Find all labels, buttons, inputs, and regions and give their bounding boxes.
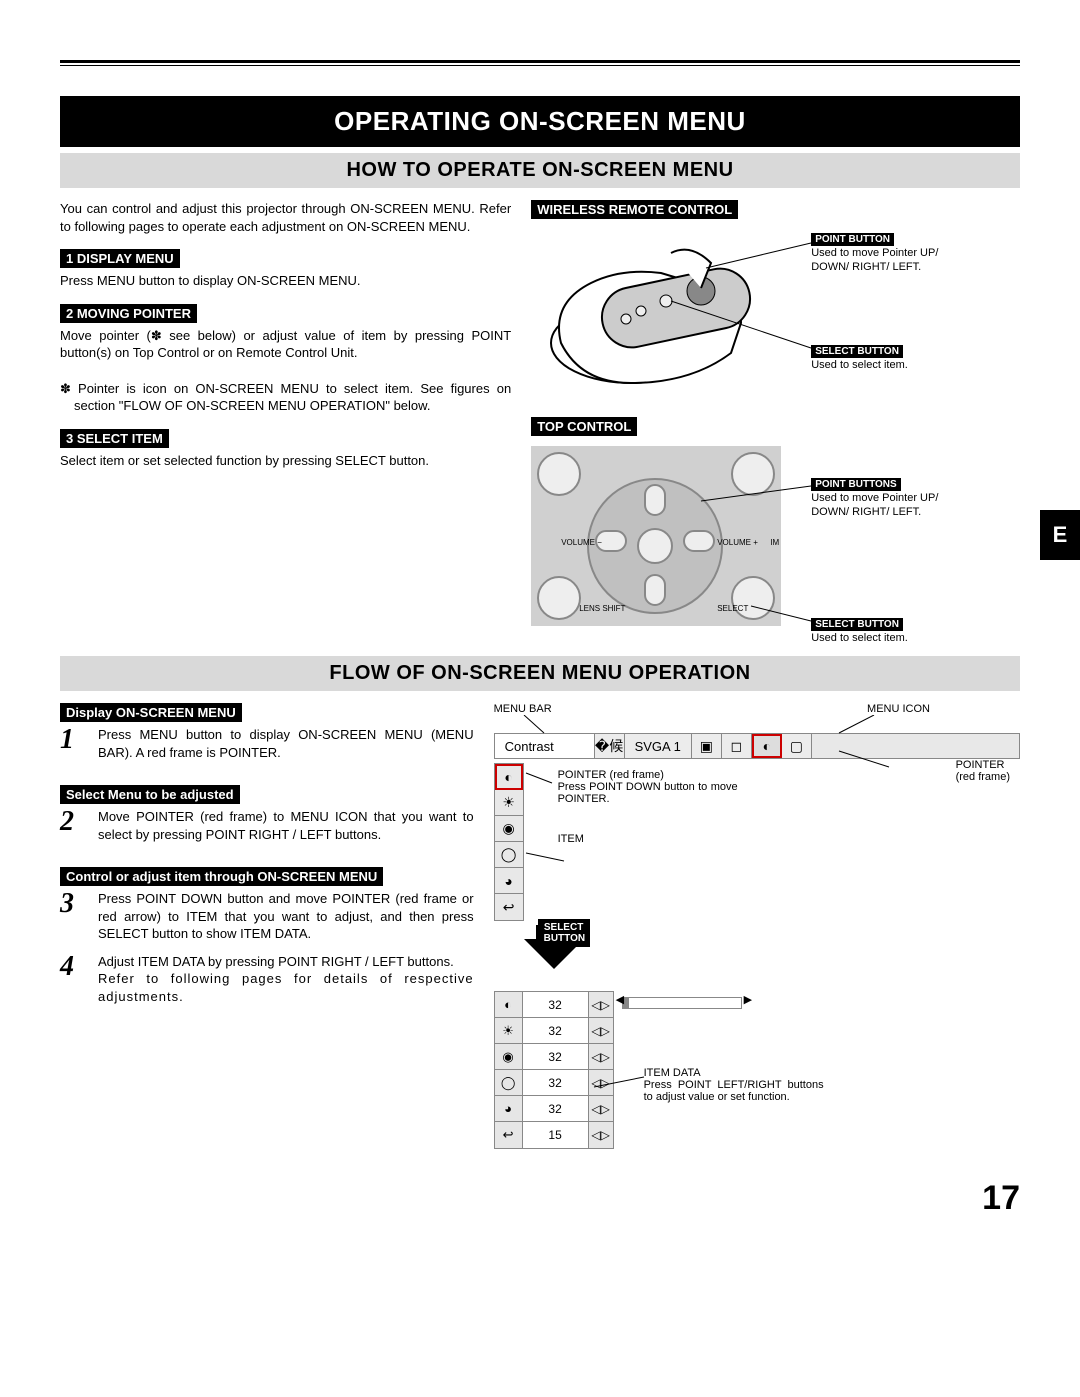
step-text-2: Move pointer (✽ see below) or adjust val… bbox=[60, 327, 511, 362]
section-heading-1: HOW TO OPERATE ON-SCREEN MENU bbox=[60, 153, 1020, 188]
flow-step-4: Adjust ITEM DATA by pressing POINT RIGHT… bbox=[98, 953, 474, 1006]
step-number-1: 1 bbox=[60, 726, 88, 761]
step-label-2: 2 MOVING POINTER bbox=[60, 304, 197, 323]
point-buttons-text: Used to move Pointer UP/ DOWN/ RIGHT/ LE… bbox=[811, 492, 951, 520]
flow-step-2: Move POINTER (red frame) to MENU ICON th… bbox=[98, 808, 474, 843]
select-button-text: Used to select item. bbox=[811, 359, 951, 373]
point-button-text: Used to move Pointer UP/ DOWN/ RIGHT/ LE… bbox=[811, 247, 951, 275]
vi-color-icon: ◉ bbox=[495, 816, 523, 842]
vi-reset-icon: ↩ bbox=[495, 894, 523, 920]
flow-step-3: Press POINT DOWN button and move POINTER… bbox=[98, 890, 474, 943]
vertical-icon-list: ◐ ☀ ◉ ◯ ◕ ↩ bbox=[494, 763, 524, 921]
flow-pointer-lines bbox=[522, 761, 742, 931]
step-number-3: 3 bbox=[60, 890, 88, 943]
top-control-figure: VOLUME − VOLUME + IM LENS SHIFT SELECT P… bbox=[531, 446, 1020, 636]
label-menu-bar: MENU BAR bbox=[494, 703, 552, 715]
vi-sharpness-icon: ◕ bbox=[495, 868, 523, 894]
section-heading-2: FLOW OF ON-SCREEN MENU OPERATION bbox=[60, 656, 1020, 691]
point-button-label: POINT BUTTON bbox=[811, 233, 894, 246]
step-number-2: 2 bbox=[60, 808, 88, 843]
intro-text: You can control and adjust this projecto… bbox=[60, 200, 511, 235]
point-buttons-label: POINT BUTTONS bbox=[811, 478, 900, 491]
flow-step-4a: Adjust ITEM DATA by pressing POINT RIGHT… bbox=[98, 954, 454, 969]
wireless-remote-label: WIRELESS REMOTE CONTROL bbox=[531, 200, 738, 219]
remote-figure: POINT BUTTON Used to move Pointer UP/ DO… bbox=[531, 223, 1020, 403]
label-select-btn-line1: SELECT bbox=[544, 922, 583, 933]
pointer-note: ✽ Pointer is icon on ON-SCREEN MENU to s… bbox=[74, 380, 511, 415]
top-control-label: TOP CONTROL bbox=[531, 417, 637, 436]
step-label-3: 3 SELECT ITEM bbox=[60, 429, 169, 448]
top-rule bbox=[60, 60, 1020, 66]
edge-tab-e: E bbox=[1040, 510, 1080, 560]
vi-brightness-icon: ☀ bbox=[495, 790, 523, 816]
label-item-data: ITEM DATA bbox=[644, 1067, 824, 1079]
step-text-3: Select item or set selected function by … bbox=[60, 452, 511, 470]
step-text-1: Press MENU button to display ON-SCREEN M… bbox=[60, 272, 511, 290]
step-number-4: 4 bbox=[60, 953, 88, 1006]
select-button-label: SELECT BUTTON bbox=[811, 345, 903, 358]
flow-step-1: Press MENU button to display ON-SCREEN M… bbox=[98, 726, 474, 761]
label-item-data-text: Press POINT LEFT/RIGHT buttons to adjust… bbox=[644, 1079, 824, 1103]
flow-h2: Select Menu to be adjusted bbox=[60, 785, 240, 804]
flow-h1: Display ON-SCREEN MENU bbox=[60, 703, 242, 722]
select-button-label-2: SELECT BUTTON bbox=[811, 618, 903, 631]
vi-tint-icon: ◯ bbox=[495, 842, 523, 868]
step-label-1: 1 DISPLAY MENU bbox=[60, 249, 180, 268]
menubar-lines bbox=[494, 715, 974, 745]
flow-step-4b: Refer to following pages for details of … bbox=[98, 971, 474, 1004]
vi-contrast-icon: ◐ bbox=[495, 764, 523, 790]
page-title: OPERATING ON-SCREEN MENU bbox=[60, 96, 1020, 147]
select-button-text-2: Used to select item. bbox=[811, 632, 951, 646]
label-select-btn-line2: BUTTON bbox=[544, 933, 585, 944]
flow-h3: Control or adjust item through ON-SCREEN… bbox=[60, 867, 383, 886]
page-number: 17 bbox=[60, 1179, 1020, 1218]
label-menu-icon: MENU ICON bbox=[867, 703, 930, 715]
